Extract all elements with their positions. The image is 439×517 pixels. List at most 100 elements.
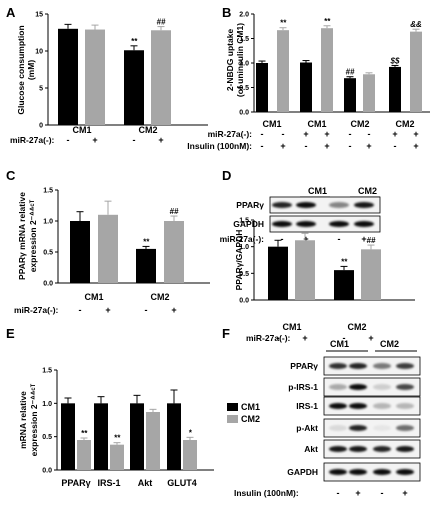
blot-f-band [373, 384, 391, 390]
chart-e-bar [94, 403, 108, 470]
blot-d-row-label: GAPDH [233, 219, 264, 229]
blot-d-treatment-sign: - [281, 234, 284, 244]
blot-f-membrane [323, 396, 421, 416]
chart-a-y-tick-label: 10 [35, 49, 43, 56]
blot-f-band [373, 425, 391, 431]
blot-d-band [272, 221, 292, 227]
chart-e-y-axis-label: mRNA relative [18, 391, 28, 449]
blot-f-treatment-sign: - [337, 488, 340, 498]
blot-d-band [296, 221, 316, 227]
chart-c-row-label: miR-27a(-): [14, 305, 59, 315]
blot-f-treatment-label: Insulin (100nM): [234, 488, 299, 498]
blot-f-row-label: p-Akt [296, 423, 318, 433]
chart-b-bar [256, 63, 268, 112]
blot-f-row-label: PPARγ [290, 361, 318, 371]
blot-f-membrane [323, 356, 421, 376]
chart-d-row-sign: + [368, 333, 373, 343]
blot-f-band [349, 363, 367, 369]
chart-c-group-label: CM2 [150, 292, 169, 302]
blot-d-treatment-sign: - [338, 234, 341, 244]
blot-d-band [296, 202, 316, 208]
chart-b-group-label: CM2 [395, 119, 414, 129]
blot-f-row-label: IRS-1 [296, 401, 318, 411]
chart-e-legend-label: CM2 [241, 414, 260, 424]
chart-b-bar [321, 28, 333, 112]
chart-a-bar [85, 29, 105, 125]
chart-c-row-sign: - [145, 305, 148, 315]
panel-letter-d: D [222, 168, 231, 183]
chart-c-significance-mark: ** [143, 237, 150, 246]
chart-d-y-tick-label: 1.0 [239, 244, 249, 251]
chart-e-significance-mark: ** [81, 429, 88, 438]
chart-e-bar [183, 440, 197, 470]
chart-b-bar [277, 30, 289, 113]
blot-f-band [373, 403, 391, 409]
blot-f-group-label: CM2 [380, 339, 399, 349]
blot-f-band [329, 384, 347, 390]
chart-b-bar [344, 78, 356, 112]
chart-c-group-label: CM1 [84, 292, 103, 302]
blot-f-treatment-sign: - [381, 488, 384, 498]
chart-b-significance-mark: $$ [390, 56, 400, 65]
chart-d-row-sign: + [302, 333, 307, 343]
blot-d-row-label: PPARγ [236, 200, 264, 210]
chart-a-group-label: CM1 [72, 125, 91, 135]
chart-c-bar [164, 221, 184, 283]
chart-a-bar [151, 30, 171, 126]
blot-f-band [349, 446, 367, 452]
chart-e-y-tick-label: 0.5 [42, 434, 52, 441]
chart-b-y-axis-label: (of uninsulin CM1) [235, 23, 245, 97]
chart-b-row-sign: + [366, 141, 371, 151]
chart-b-y-tick-label: 1.5 [239, 36, 249, 43]
blot-d-band [272, 202, 292, 208]
blot-d-band [354, 221, 374, 227]
chart-a-bar [124, 50, 144, 126]
chart-b-row-sign: + [280, 141, 285, 151]
blot-f-band [396, 403, 414, 409]
blot-f-band [349, 425, 367, 431]
chart-b-row-sign: + [324, 141, 329, 151]
chart-b-row-sign: - [349, 141, 352, 151]
chart-a-significance-mark: ## [157, 18, 166, 27]
chart-e-significance-mark: ** [114, 434, 121, 443]
chart-d-y-axis-label: PPARγ/GAPDH [234, 230, 244, 291]
chart-b-row-sign: - [305, 141, 308, 151]
blot-f-band [349, 384, 367, 390]
blot-f-treatment-sign: + [402, 488, 407, 498]
chart-a-bar [58, 28, 78, 125]
chart-e-bar [167, 403, 181, 470]
western-blot-d: CM1 CM2 PPARγ GAPDH miR-27a(-): - + - + [220, 186, 381, 244]
chart-e-legend-swatch [227, 403, 238, 411]
chart-b-row-sign: + [303, 129, 308, 139]
blot-f-band [349, 469, 367, 475]
chart-e-y-tick-label: 1.5 [42, 368, 52, 375]
chart-a-group-label: CM2 [138, 125, 157, 135]
blot-f-band [373, 469, 391, 475]
chart-a-row-sign: - [67, 135, 70, 145]
blot-d-group-label: CM2 [358, 186, 377, 196]
chart-b-significance-mark: ** [280, 19, 287, 28]
blot-d-band [329, 221, 349, 227]
chart-c-y-tick-label: 0.0 [43, 281, 53, 288]
chart-e-bar [77, 440, 91, 470]
blot-d-membrane [269, 215, 381, 233]
chart-a-significance-mark: ** [131, 37, 138, 46]
chart-b-row-label: Insulin (100nM): [187, 141, 252, 151]
chart-b-row-sign: + [413, 141, 418, 151]
blot-f-band [396, 363, 414, 369]
chart-e-mrna-expression: 0.0 0.5 1.0 1.5 mRNA relative expression 2⁻ᐞᐞ… [18, 368, 260, 489]
blot-d-band [354, 202, 374, 208]
blot-d-treatment-sign: + [303, 234, 308, 244]
blot-f-band [329, 446, 347, 452]
chart-e-category-label: PPARγ [61, 478, 90, 488]
blot-f-group-label: CM1 [330, 339, 349, 349]
chart-e-bar [110, 444, 124, 470]
chart-b-row-sign: - [282, 129, 285, 139]
chart-e-category-label: GLUT4 [167, 478, 197, 488]
chart-c-row-sign: - [79, 305, 82, 315]
chart-b-row-sign: + [392, 129, 397, 139]
chart-d-y-tick-label: 0.0 [239, 298, 249, 305]
chart-d-bar [268, 246, 288, 300]
blot-d-band [329, 202, 349, 208]
chart-b-group-label: CM1 [262, 119, 281, 129]
